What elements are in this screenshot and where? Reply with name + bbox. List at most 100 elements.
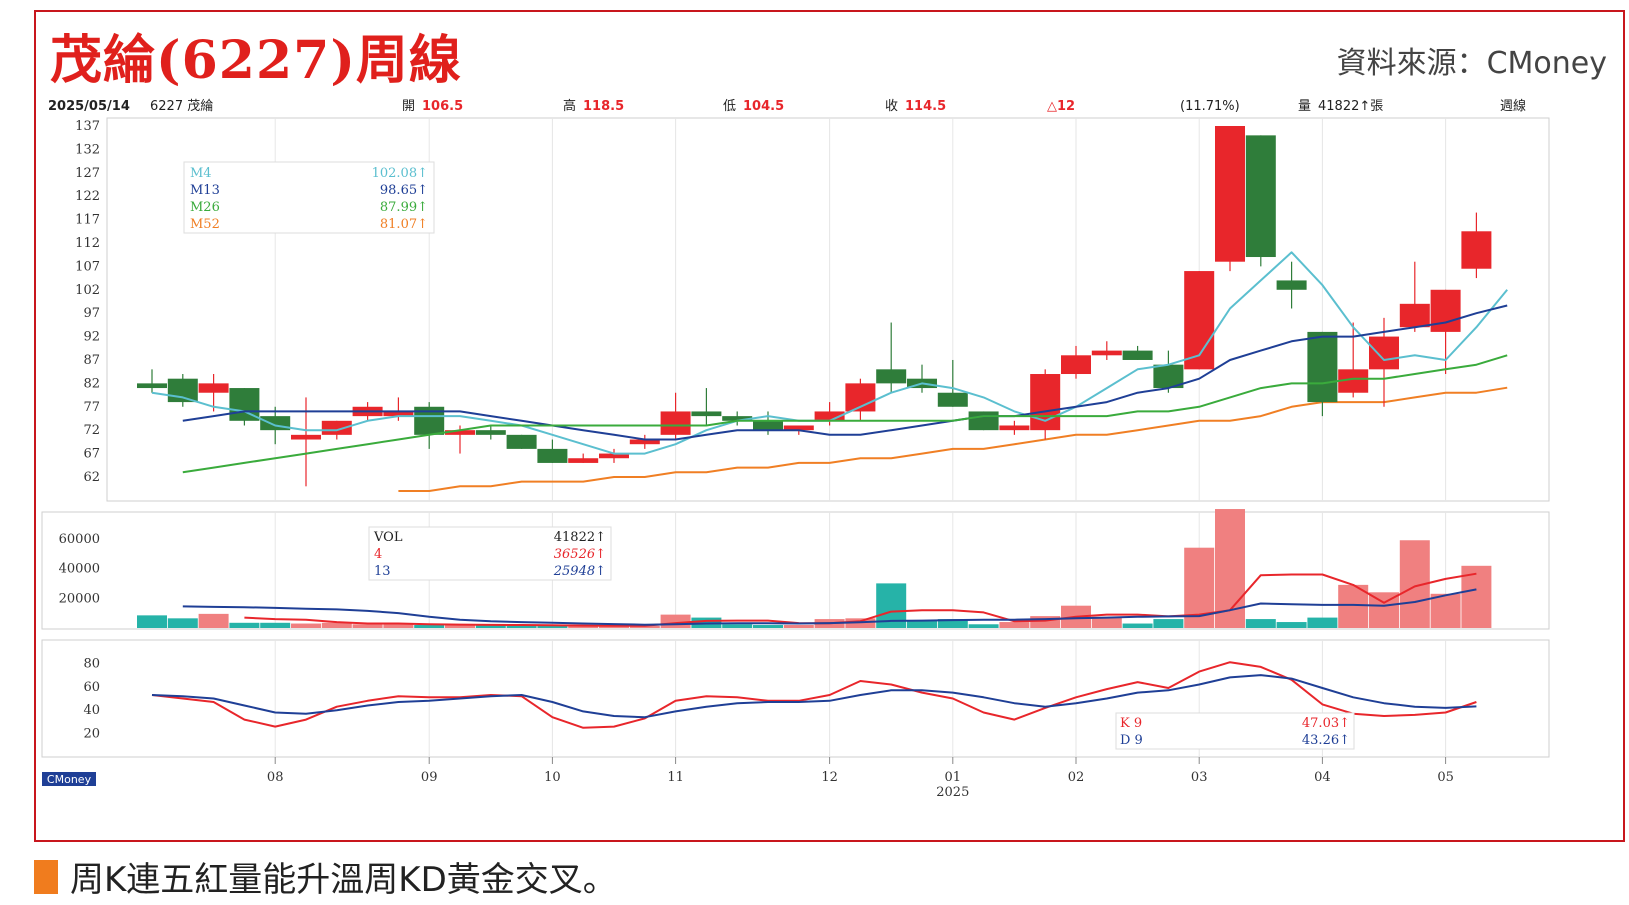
stock-chart: 2025/05/14 6227 茂綸 開 106.5 高 118.5 低 104… (41, 98, 1550, 800)
volume-bar (783, 625, 814, 628)
info-open: 106.5 (422, 99, 463, 114)
volume-bar (321, 622, 352, 628)
price-tick-label: 102 (75, 283, 100, 298)
volume-tick-label: 20000 (59, 591, 100, 606)
candle-body (1369, 336, 1399, 370)
candle-body (137, 383, 167, 389)
price-tick-label: 127 (75, 166, 100, 181)
price-panel (106, 117, 1550, 502)
info-vol: 41822↑張 (1318, 99, 1383, 114)
volume-bar (198, 613, 229, 628)
info-bar: 2025/05/14 6227 茂綸 開 106.5 高 118.5 低 104… (48, 98, 1526, 114)
info-date: 2025/05/14 (48, 99, 130, 114)
volume-bar (568, 625, 599, 628)
candle-body (722, 416, 753, 421)
kd-d-line (151, 674, 1477, 719)
kd-tick-label: 80 (83, 656, 100, 671)
volume-bar (414, 625, 445, 628)
x-tick-label: 09 (421, 770, 438, 785)
price-tick-label: 87 (83, 353, 100, 368)
kd-panel (41, 639, 1550, 758)
volume-bar (1276, 622, 1307, 628)
volume-bar (352, 624, 383, 628)
candle-body (1122, 350, 1153, 360)
kd-legend-value: 43.26↑ (1302, 733, 1350, 748)
candle-body (783, 425, 814, 431)
candle-body (937, 392, 968, 407)
cmoney-logo (42, 772, 96, 786)
ma-legend-value: 102.08↑ (372, 166, 428, 181)
candle-body (660, 411, 691, 435)
info-change: △12 (1047, 99, 1075, 114)
ma-m13-line (182, 304, 1508, 441)
candle-body (629, 439, 660, 445)
candle-body (814, 411, 845, 421)
candle-body (1091, 350, 1122, 356)
volume-bar (1430, 593, 1461, 628)
price-tick-label: 62 (83, 470, 100, 485)
x-tick-label: 01 (945, 770, 962, 785)
candle-body (506, 434, 537, 449)
volume-bar (260, 622, 291, 628)
candle-body (475, 430, 506, 435)
chart-title: 茂綸(6227)周線 (50, 30, 462, 91)
price-tick-label: 92 (83, 330, 100, 345)
x-tick-label: 11 (667, 770, 684, 785)
x-tick-label: 10 (544, 770, 561, 785)
volume-legend-value: 36526↑ (554, 547, 606, 562)
volume-bar (753, 625, 783, 628)
price-tick-label: 82 (83, 376, 100, 391)
candle-body (1430, 289, 1461, 332)
candle-body (691, 411, 722, 417)
volume-bar (537, 625, 568, 628)
info-low: 104.5 (743, 99, 784, 114)
volume-bar (383, 624, 414, 628)
volume-bar (167, 618, 198, 628)
kd-legend: K 9 47.03↑ D 9 43.26↑ (1115, 712, 1355, 750)
volume-legend-name: 4 (374, 547, 382, 562)
volume-bar (722, 624, 753, 628)
kd-tick-label: 20 (83, 727, 100, 742)
candle-body (568, 458, 599, 463)
candle-body (999, 425, 1030, 431)
volume-bar (291, 623, 321, 628)
volume-bar (506, 625, 537, 628)
price-tick-label: 77 (83, 400, 100, 415)
volume-bar (907, 620, 937, 628)
volume-bar (1122, 623, 1153, 628)
volume-bar (1307, 617, 1338, 628)
ma-legend-value: 87.99↑ (380, 200, 428, 215)
candle-body (1245, 135, 1276, 258)
candle-body (876, 369, 907, 384)
volume-bar (999, 622, 1030, 628)
price-tick-label: 122 (75, 189, 100, 204)
volume-legend-value: 25948↑ (553, 564, 606, 579)
price-tick-label: 132 (75, 142, 100, 157)
info-vol-label: 量 (1298, 99, 1311, 114)
x-tick-label: 02 (1068, 770, 1085, 785)
volume-legend-value: 41822↑ (554, 530, 606, 545)
price-tick-label: 137 (75, 119, 100, 134)
volume-bar (629, 625, 660, 628)
info-stock: 6227 茂綸 (150, 98, 213, 114)
candle-body (1153, 364, 1184, 389)
kd-legend-name: K 9 (1120, 716, 1142, 731)
cmoney-logo-text: CMoney (47, 773, 92, 786)
x-tick-label: 12 (821, 770, 838, 785)
volume-bar (475, 625, 506, 628)
volume-bar (1153, 619, 1184, 628)
candle-body (1399, 303, 1430, 328)
ma-legend: M4 102.08↑ M13 98.65↑ M26 87.99↑ M52 81.07↑ (183, 161, 435, 234)
candle-body (383, 411, 414, 417)
data-source: 資料來源：CMoney (1336, 46, 1607, 81)
candle-body (1215, 126, 1245, 262)
volume-bar (1338, 584, 1369, 628)
volume-bar (937, 619, 968, 628)
info-open-label: 開 (402, 99, 415, 114)
volume-bar (1091, 616, 1122, 628)
candle-body (599, 453, 629, 459)
volume-bar (137, 615, 167, 628)
info-high-label: 高 (563, 98, 576, 114)
candle-body (291, 434, 321, 440)
price-tick-label: 117 (75, 213, 100, 228)
